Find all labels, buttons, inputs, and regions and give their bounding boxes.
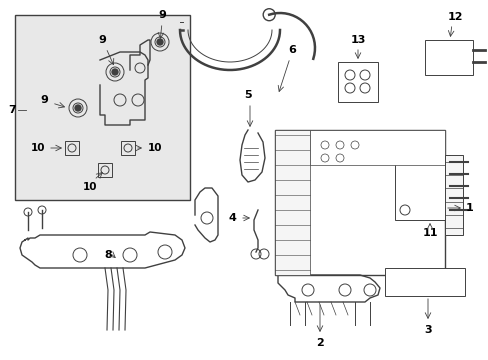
Bar: [98, 163, 112, 177]
Bar: [15, 15, 190, 200]
Bar: [444, 155, 462, 235]
Text: 3: 3: [423, 325, 431, 335]
Text: 4: 4: [228, 213, 236, 223]
Circle shape: [112, 69, 118, 75]
Text: 12: 12: [447, 12, 462, 22]
Bar: [394, 155, 449, 220]
Bar: [337, 62, 377, 102]
Text: 5: 5: [244, 90, 251, 100]
Text: 13: 13: [349, 35, 365, 45]
Bar: [424, 40, 472, 75]
Circle shape: [75, 105, 81, 111]
Bar: [309, 130, 444, 165]
Text: 8: 8: [104, 250, 112, 260]
Text: 6: 6: [287, 45, 295, 55]
Bar: [384, 268, 464, 296]
Text: 9: 9: [40, 95, 48, 105]
Text: 1: 1: [465, 203, 473, 213]
Text: 2: 2: [315, 338, 323, 348]
Text: 10: 10: [82, 182, 97, 192]
Bar: [274, 130, 444, 275]
Bar: [121, 141, 135, 155]
Bar: [274, 130, 309, 275]
Bar: [65, 141, 79, 155]
Text: 9: 9: [158, 10, 165, 20]
Text: 7: 7: [8, 105, 16, 115]
Text: 10: 10: [30, 143, 45, 153]
Text: 10: 10: [148, 143, 162, 153]
Text: 11: 11: [421, 228, 437, 238]
Text: 9: 9: [98, 35, 106, 45]
Circle shape: [157, 39, 163, 45]
